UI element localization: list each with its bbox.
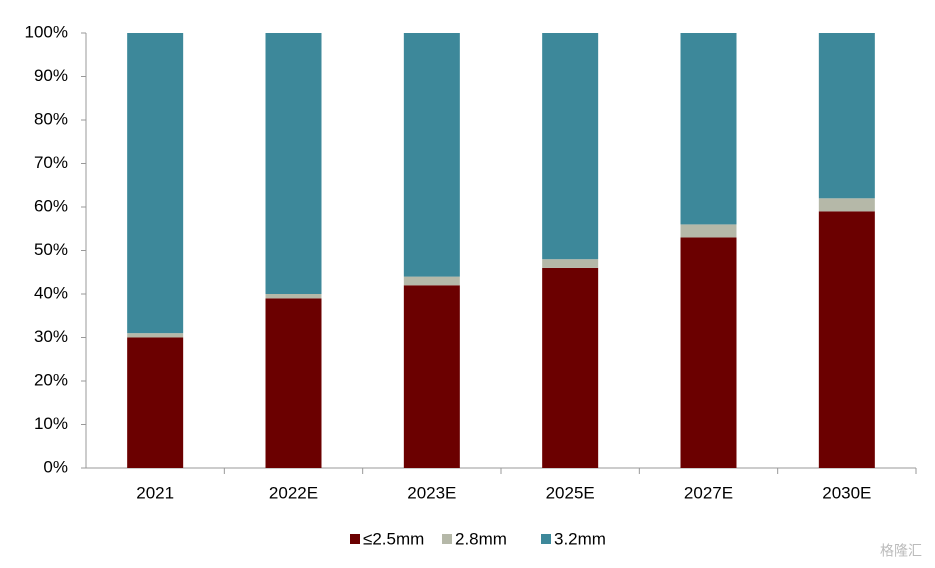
x-tick-label: 2027E: [684, 483, 733, 502]
y-tick-label: 80%: [34, 109, 68, 128]
x-tick-label: 2030E: [822, 483, 871, 502]
legend-label: ≤2.5mm: [363, 529, 424, 548]
legend-swatch: [350, 534, 360, 544]
y-tick-label: 70%: [34, 153, 68, 172]
y-tick-label: 50%: [34, 240, 68, 259]
bar-segment: [680, 224, 737, 238]
y-tick-label: 40%: [34, 283, 68, 302]
x-tick-label: 2023E: [407, 483, 456, 502]
y-tick-label: 0%: [43, 457, 68, 476]
legend-label: 2.8mm: [455, 529, 507, 548]
y-tick-label: 60%: [34, 196, 68, 215]
legend-swatch: [541, 534, 551, 544]
bar-segment: [265, 298, 322, 468]
bar-segment: [542, 267, 599, 468]
x-tick-label: 2022E: [269, 483, 318, 502]
bar-segment: [127, 333, 184, 338]
y-tick-label: 90%: [34, 66, 68, 85]
bar-segment: [127, 33, 184, 334]
bar-segment: [403, 33, 460, 277]
bar-segment: [265, 33, 322, 294]
bar-segment: [818, 33, 875, 199]
y-tick-label: 30%: [34, 327, 68, 346]
y-tick-label: 20%: [34, 370, 68, 389]
bar-segment: [403, 285, 460, 468]
legend-swatch: [442, 534, 452, 544]
bar-segment: [542, 259, 599, 268]
bar-segment: [680, 237, 737, 468]
bar-segment: [542, 33, 599, 260]
bar-segment: [680, 33, 737, 225]
x-tick-label: 2025E: [546, 483, 595, 502]
y-tick-label: 100%: [25, 22, 68, 41]
bar-segment: [818, 211, 875, 468]
bar-segment: [403, 276, 460, 286]
legend-label: 3.2mm: [554, 529, 606, 548]
bar-segment: [127, 337, 184, 468]
bar-segment: [265, 294, 322, 299]
x-tick-label: 2021: [136, 483, 174, 502]
bar-segment: [818, 198, 875, 212]
y-tick-label: 10%: [34, 414, 68, 433]
watermark: 格隆汇: [880, 543, 922, 559]
